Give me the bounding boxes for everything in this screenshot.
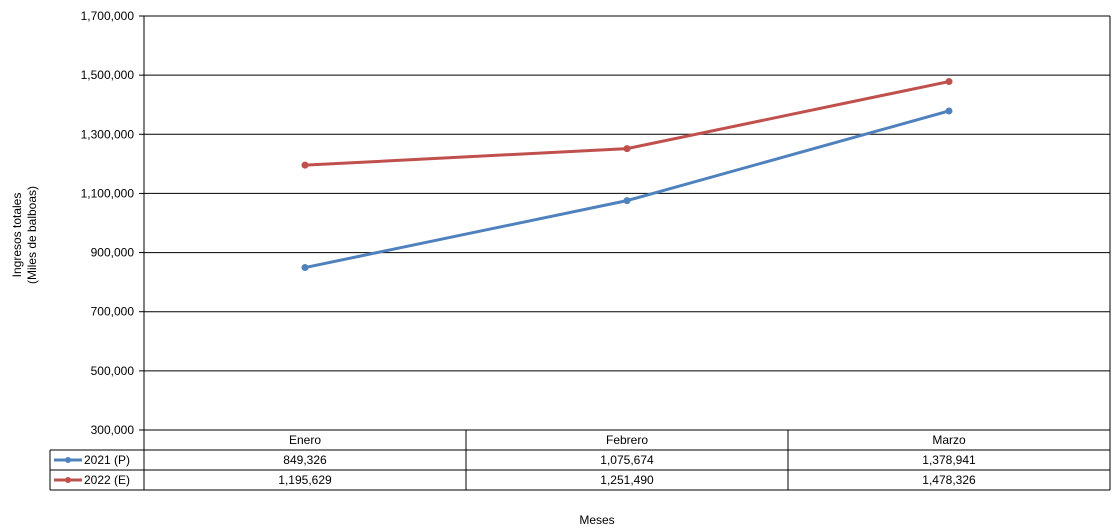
y-tick-label: 1,500,000 [81,68,135,82]
y-tick-labels: 300,000 500,000 700,000 900,000 1,100,000 1,3… [81,9,135,437]
y-tick-label: 700,000 [91,305,135,319]
data-point [301,161,309,169]
y-tick-label: 300,000 [91,423,135,437]
y-axis-title-line2: (Miles de balboas) [25,186,39,284]
y-tick-label: 1,100,000 [81,186,135,200]
data-point [623,145,631,153]
grid-lines [139,15,1111,490]
series-lines [301,78,953,272]
category-label: Enero [289,433,321,447]
data-value-label: 1,251,490 [600,473,654,487]
y-tick-label: 500,000 [91,364,135,378]
y-tick-label: 1,300,000 [81,127,135,141]
legend-entry: 2022 (E) [84,473,130,487]
series-line [303,80,951,167]
category-label: Febrero [606,433,648,447]
data-value-label: 1,378,941 [922,453,976,467]
data-point [623,197,631,205]
y-axis-title-line1: Ingresos totales [10,193,24,278]
x-axis-title: Meses [579,513,614,527]
data-point [301,264,309,272]
legend-key-marker [65,477,71,483]
y-tick-label: 900,000 [91,246,135,260]
data-value-label: 1,075,674 [600,453,654,467]
data-value-label: 1,195,629 [278,473,332,487]
data-value-label: 1,478,326 [922,473,976,487]
category-label: Marzo [932,433,966,447]
legend-key-marker [65,457,71,463]
data-value-label: 849,326 [283,453,327,467]
legend-entry: 2021 (P) [84,453,130,467]
data-table: Enero Febrero Marzo 2021 (P) 849,326 1,075,67… [49,430,1110,491]
data-point [945,78,953,86]
data-point [945,107,953,115]
y-tick-label: 1,700,000 [81,9,135,23]
